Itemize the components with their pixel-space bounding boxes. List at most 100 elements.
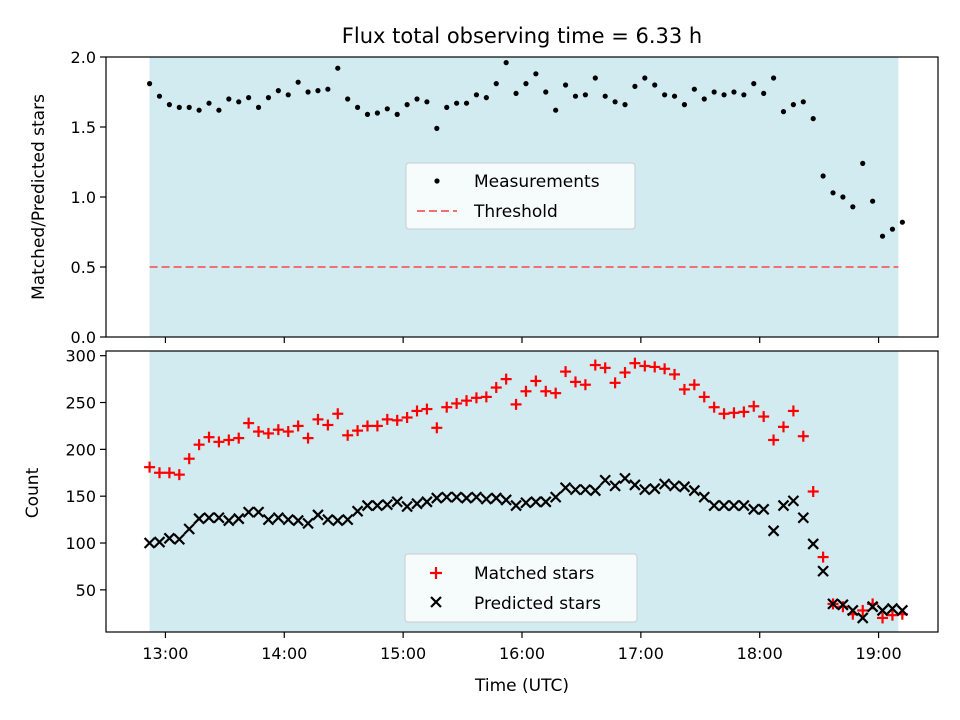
matched-star-point [748, 400, 760, 412]
matched-star-point [886, 609, 898, 621]
matched-star-point [233, 432, 245, 444]
predicted-star-point [847, 604, 859, 617]
predicted-star-point [817, 565, 829, 577]
predicted-star-point [223, 514, 235, 527]
matched-star-point [540, 385, 552, 397]
measurement-point [622, 102, 628, 108]
predicted-star-point [351, 505, 364, 517]
measurement-point [404, 102, 410, 108]
predicted-star-point [896, 604, 909, 617]
predicted-star-point [391, 496, 403, 508]
matched-star-point [688, 379, 700, 391]
predicted-star-point [421, 496, 433, 508]
predicted-star-point [639, 483, 651, 496]
predicted-star-point [203, 511, 215, 524]
legend-matched-marker [430, 567, 442, 579]
bottom-legend: Matched stars Predicted stars [404, 553, 638, 623]
matched-star-point [381, 413, 393, 425]
predicted-star-point [381, 498, 394, 511]
measurement-point [255, 104, 262, 110]
measurement-point [364, 111, 371, 117]
matched-star-point [797, 430, 809, 442]
matched-star-point [342, 429, 354, 441]
measurement-point [394, 111, 400, 117]
matched-star-point [322, 419, 334, 431]
measurement-point [879, 233, 886, 239]
measurement-point [899, 219, 905, 225]
predicted-star-point [688, 484, 701, 497]
matched-star-point [599, 362, 611, 374]
top-y-tick-label: 0.5 [71, 258, 96, 277]
measurement-point [632, 83, 638, 89]
measurement-point [265, 95, 272, 101]
bottom-y-tick-label: 300 [65, 347, 96, 366]
measurement-point [236, 99, 242, 105]
predicted-star-point [777, 499, 790, 512]
predicted-star-point [232, 512, 245, 525]
measurement-point [592, 75, 598, 81]
matched-star-point [441, 401, 453, 413]
measurement-point [602, 93, 608, 99]
matched-star-point [173, 469, 185, 481]
bottom-y-tick-label: 250 [65, 394, 96, 413]
measurement-point [513, 90, 519, 96]
predicted-star-point [797, 511, 810, 524]
predicted-star-point [767, 525, 780, 537]
chart-title: Flux total observing time = 6.33 h [342, 24, 702, 48]
measurement-point [790, 102, 796, 108]
matched-star-point [243, 417, 255, 429]
predicted-star-point [450, 491, 463, 503]
matched-star-point [490, 382, 502, 394]
matched-star-point [193, 439, 205, 451]
predicted-star-point [886, 602, 899, 615]
predicted-star-point [272, 511, 285, 524]
measurement-point [543, 89, 549, 95]
matched-star-point [758, 411, 770, 423]
measurement-point [761, 90, 767, 96]
matched-star-point [352, 425, 364, 437]
matched-star-point [163, 467, 175, 479]
predicted-star-point [401, 500, 413, 513]
measurement-point [582, 92, 588, 98]
predicted-star-point [341, 513, 354, 526]
measurement-point [701, 96, 707, 102]
legend-predicted-label: Predicted stars [474, 594, 601, 614]
predicted-star-point [153, 536, 166, 548]
matched-star-point [500, 373, 512, 385]
bottom-legend-box [404, 553, 638, 623]
predicted-star-point [599, 474, 611, 487]
predicted-star-point [668, 480, 681, 492]
matched-star-point [312, 413, 324, 425]
matched-star-point [510, 398, 522, 410]
predicted-star-point [658, 478, 671, 490]
measurement-point [354, 104, 361, 110]
measurement-point [721, 92, 727, 98]
measurement-point [889, 226, 896, 232]
matched-star-point [282, 426, 294, 438]
matched-star-point [619, 367, 631, 379]
matched-star-point [292, 420, 304, 432]
matched-star-point [649, 361, 661, 373]
matched-star-point [817, 551, 829, 563]
matched-star-point [678, 383, 690, 395]
predicted-star-point [866, 600, 879, 613]
measurement-point [741, 92, 747, 98]
measurement-point [493, 81, 499, 87]
predicted-star-point [510, 499, 522, 512]
matched-star-point [144, 461, 156, 473]
measurement-point [553, 107, 559, 113]
measurement-point [691, 86, 697, 92]
measurement-point [562, 82, 569, 88]
predicted-star-point [698, 491, 711, 503]
predicted-star-point [530, 496, 542, 508]
predicted-star-point [143, 537, 156, 549]
measurement-point [780, 109, 787, 115]
predicted-star-point [629, 479, 641, 491]
x-tick-label: 14:00 [261, 644, 307, 663]
x-tick-label: 13:00 [142, 644, 188, 663]
predicted-star-point [490, 492, 503, 504]
predicted-star-point [579, 483, 592, 496]
x-tick-label: 18:00 [737, 644, 783, 663]
matched-star-point [877, 612, 889, 624]
measurement-point [731, 89, 737, 95]
